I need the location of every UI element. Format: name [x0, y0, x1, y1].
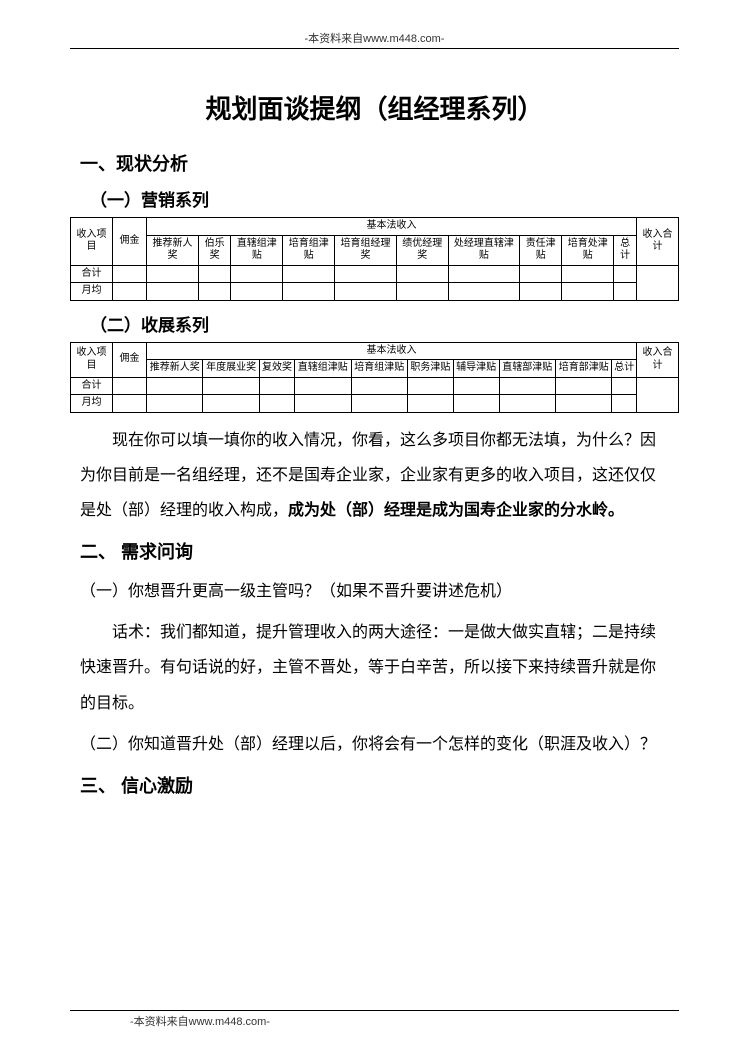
cell — [203, 377, 259, 395]
section-2-item-1: （一）你想晋升更高一级主管吗？（如果不晋升要讲述危机） — [80, 574, 669, 609]
cell — [259, 377, 294, 395]
cell — [351, 395, 407, 413]
cell — [335, 265, 397, 283]
t1-c0: 推荐新人奖 — [147, 235, 199, 265]
cell — [562, 265, 614, 283]
t1-c6: 处经理直辖津贴 — [448, 235, 519, 265]
section-1-2-heading: （二）收展系列 — [90, 311, 679, 336]
footer-source-note: -本资料来自www.m448.com- — [70, 1013, 679, 1029]
t1-c8: 培育处津贴 — [562, 235, 614, 265]
t2-c4: 培育组津贴 — [351, 360, 407, 378]
cell — [198, 265, 230, 283]
cell — [351, 377, 407, 395]
cell — [203, 395, 259, 413]
t2-c1: 年度展业奖 — [203, 360, 259, 378]
page-title: 规划面谈提纲（组经理系列） — [70, 89, 679, 126]
t2-c8: 培育部津贴 — [556, 360, 612, 378]
t1-c2: 直辖组津贴 — [231, 235, 283, 265]
cell — [448, 283, 519, 301]
t1-c4: 培育组经理奖 — [335, 235, 397, 265]
footer-rule — [70, 1010, 679, 1011]
cell — [556, 395, 612, 413]
t1-c7: 责任津贴 — [520, 235, 562, 265]
section-1-heading: 一、现状分析 — [80, 150, 679, 176]
cell — [147, 265, 199, 283]
cell — [147, 283, 199, 301]
cell — [259, 395, 294, 413]
section-3-heading: 三、 信心激励 — [80, 772, 679, 798]
t1-c1: 伯乐奖 — [198, 235, 230, 265]
t1-c5: 绩优经理奖 — [396, 235, 448, 265]
t1-row1-label: 月均 — [71, 283, 113, 301]
cell — [614, 265, 637, 283]
cell — [295, 395, 351, 413]
t2-c9: 总计 — [612, 360, 637, 378]
cell — [283, 283, 335, 301]
t1-commission: 佣金 — [113, 218, 147, 266]
section-2-heading: 二、 需求问询 — [80, 538, 679, 564]
t2-commission: 佣金 — [113, 342, 147, 377]
t2-total-cell — [637, 377, 679, 412]
cell — [556, 377, 612, 395]
cell — [612, 377, 637, 395]
t1-row0-label: 合计 — [71, 265, 113, 283]
t2-c5: 职务津贴 — [407, 360, 453, 378]
table-marketing: 收入项目 佣金 基本法收入 收入合计 推荐新人奖 伯乐奖 直辖组津贴 培育组津贴… — [70, 217, 679, 301]
t1-group-header: 基本法收入 — [147, 218, 637, 236]
t2-row0-label: 合计 — [71, 377, 113, 395]
paragraph-1: 现在你可以填一填你的收入情况，你看，这么多项目你都无法填，为什么？因为你目前是一… — [80, 423, 669, 529]
cell — [335, 283, 397, 301]
cell — [113, 377, 147, 395]
t2-c2: 复效奖 — [259, 360, 294, 378]
cell — [499, 377, 555, 395]
t1-c9: 总计 — [614, 235, 637, 265]
t1-total-cell — [637, 265, 679, 300]
t2-row1-label: 月均 — [71, 395, 113, 413]
cell — [407, 395, 453, 413]
t1-c3: 培育组津贴 — [283, 235, 335, 265]
cell — [396, 265, 448, 283]
cell — [520, 265, 562, 283]
table-collection: 收入项目 佣金 基本法收入 收入合计 推荐新人奖 年度展业奖 复效奖 直辖组津贴… — [70, 342, 679, 413]
section-2-item-2: （二）你知道晋升处（部）经理以后，你将会有一个怎样的变化（职涯及收入）？ — [80, 727, 669, 762]
cell — [453, 377, 499, 395]
t1-rowheader: 收入项目 — [71, 218, 113, 266]
cell — [113, 265, 147, 283]
cell — [499, 395, 555, 413]
t2-c7: 直辖部津贴 — [499, 360, 555, 378]
cell — [231, 283, 283, 301]
cell — [453, 395, 499, 413]
cell — [520, 283, 562, 301]
t2-income-total: 收入合计 — [637, 342, 679, 377]
cell — [295, 377, 351, 395]
t2-c6: 辅导津贴 — [453, 360, 499, 378]
cell — [612, 395, 637, 413]
cell — [396, 283, 448, 301]
cell — [283, 265, 335, 283]
cell — [113, 395, 147, 413]
cell — [407, 377, 453, 395]
t2-c0: 推荐新人奖 — [147, 360, 203, 378]
section-2-talk: 话术：我们都知道，提升管理收入的两大途径：一是做大做实直辖；二是持续快速晋升。有… — [80, 615, 669, 721]
para1-text-b: 成为处（部）经理是成为国寿企业家的分水岭。 — [288, 502, 624, 519]
section-1-1-heading: （一）营销系列 — [90, 186, 679, 211]
cell — [231, 265, 283, 283]
footer: -本资料来自www.m448.com- — [70, 1010, 679, 1029]
t2-group-header: 基本法收入 — [147, 342, 637, 360]
header-rule — [70, 48, 679, 49]
t2-c3: 直辖组津贴 — [295, 360, 351, 378]
cell — [562, 283, 614, 301]
cell — [113, 283, 147, 301]
t2-rowheader: 收入项目 — [71, 342, 113, 377]
cell — [614, 283, 637, 301]
cell — [147, 377, 203, 395]
header-source-note: -本资料来自www.m448.com- — [70, 30, 679, 46]
cell — [147, 395, 203, 413]
cell — [198, 283, 230, 301]
t1-income-total: 收入合计 — [637, 218, 679, 266]
cell — [448, 265, 519, 283]
